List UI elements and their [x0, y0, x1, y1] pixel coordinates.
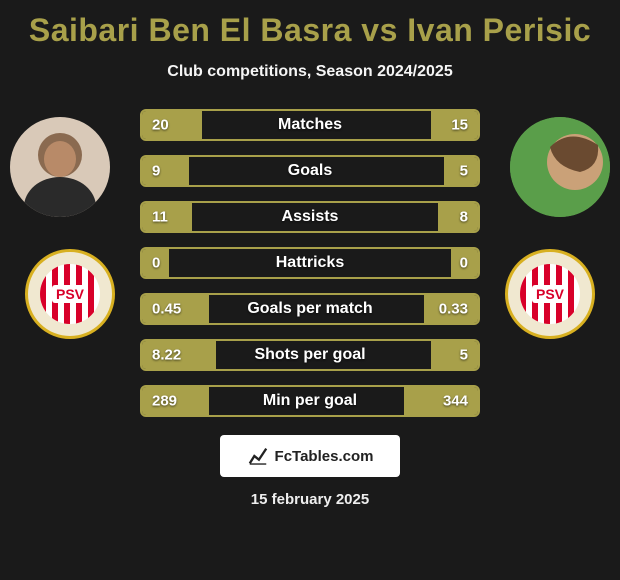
player-left-avatar: [10, 117, 110, 217]
club-left-text: PSV: [52, 285, 88, 303]
stat-row: 289344Min per goal: [140, 385, 480, 417]
club-left-badge: PSV: [25, 249, 115, 339]
stat-row: 8.225Shots per goal: [140, 339, 480, 371]
stat-row: 2015Matches: [140, 109, 480, 141]
comparison-content: PSV PSV 2015Matches 95Goals 118Assists 00Ha…: [0, 109, 620, 417]
subtitle: Club competitions, Season 2024/2025: [0, 63, 620, 81]
site-logo-text: FcTables.com: [275, 448, 374, 465]
date-text: 15 february 2025: [0, 491, 620, 508]
club-right-text: PSV: [532, 285, 568, 303]
stat-label: Min per goal: [142, 392, 478, 410]
stat-row: 95Goals: [140, 155, 480, 187]
stat-label: Goals per match: [142, 300, 478, 318]
page-title: Saibari Ben El Basra vs Ivan Perisic: [0, 0, 620, 49]
stat-label: Goals: [142, 162, 478, 180]
avatar-placeholder-icon: [10, 117, 110, 217]
stat-label: Assists: [142, 208, 478, 226]
player-right-avatar: [510, 117, 610, 217]
stat-label: Matches: [142, 116, 478, 134]
stat-label: Hattricks: [142, 254, 478, 272]
chart-icon: [247, 445, 269, 467]
stat-row: 00Hattricks: [140, 247, 480, 279]
site-logo: FcTables.com: [220, 435, 400, 477]
stat-row: 0.450.33Goals per match: [140, 293, 480, 325]
stat-bars: 2015Matches 95Goals 118Assists 00Hattricks 0…: [140, 109, 480, 417]
avatar-placeholder-icon: [510, 117, 610, 217]
stat-row: 118Assists: [140, 201, 480, 233]
club-right-badge: PSV: [505, 249, 595, 339]
stat-label: Shots per goal: [142, 346, 478, 364]
